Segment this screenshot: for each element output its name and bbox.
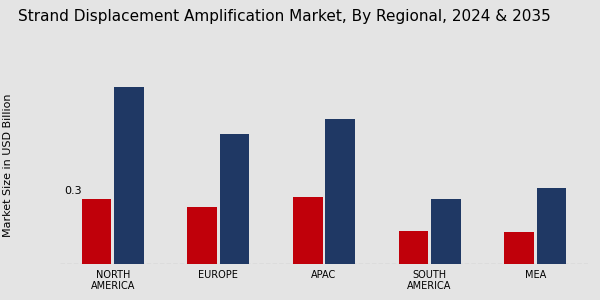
Bar [293,197,323,264]
Bar [431,199,461,264]
Text: 0.3: 0.3 [64,186,82,196]
Bar [398,230,428,264]
Text: Strand Displacement Amplification Market, By Regional, 2024 & 2035: Strand Displacement Amplification Market… [18,9,551,24]
Text: Market Size in USD Billion: Market Size in USD Billion [3,93,13,237]
Bar [220,134,250,264]
Bar [325,119,355,264]
Bar [114,87,144,264]
Bar [504,232,534,264]
Bar [536,188,566,264]
Bar [82,199,112,264]
Bar [187,207,217,264]
